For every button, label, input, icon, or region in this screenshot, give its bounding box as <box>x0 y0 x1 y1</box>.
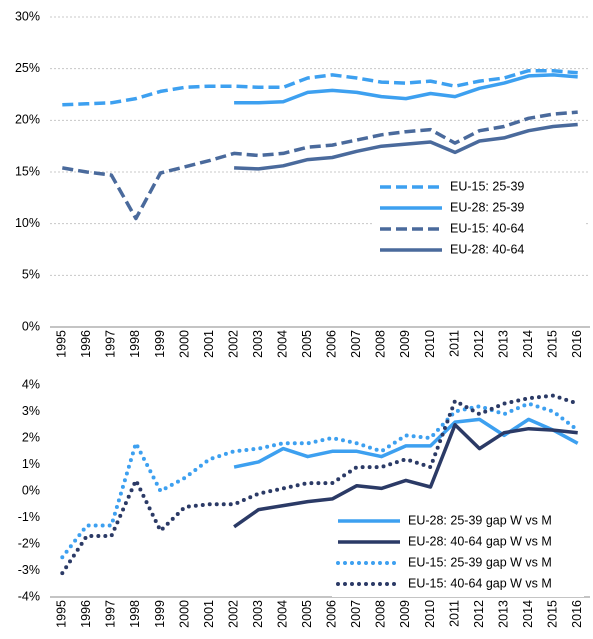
y-tick-label: 5% <box>22 268 40 282</box>
series-line <box>60 393 580 576</box>
x-tick-label: 1997 <box>104 330 118 358</box>
x-tick-label: 2008 <box>374 600 388 628</box>
x-tick-label: 2001 <box>202 600 216 628</box>
y-tick-label: 30% <box>15 9 40 23</box>
y-tick-label: 4% <box>22 377 40 391</box>
x-tick-label: 1999 <box>153 600 167 628</box>
legend-label: EU-28: 40-64 gap W vs M <box>408 534 552 548</box>
y-tick-label: -2% <box>18 536 40 550</box>
y-tick-label: 0% <box>22 483 40 497</box>
x-tick-label: 2009 <box>398 330 412 358</box>
x-tick-label: 2010 <box>423 330 437 358</box>
x-tick-label: 2002 <box>226 600 240 628</box>
x-tick-label: 1998 <box>128 600 142 628</box>
series-line <box>62 68 578 107</box>
legend-label: EU-28: 25-39 gap W vs M <box>408 513 552 527</box>
x-tick-label: 2010 <box>423 600 437 628</box>
y-tick-label: 3% <box>22 404 40 418</box>
x-tick-label: 2002 <box>226 330 240 358</box>
y-tick-label: 10% <box>15 216 40 230</box>
x-tick-label: 2016 <box>570 600 584 628</box>
x-tick-label: 2000 <box>177 600 191 628</box>
series-line <box>234 73 578 105</box>
series-line <box>233 423 578 529</box>
x-tick-label: 1995 <box>55 330 69 358</box>
x-tick-label: 2001 <box>202 330 216 358</box>
x-tick-label: 2006 <box>325 330 339 358</box>
y-tick-label: 0% <box>22 319 40 333</box>
x-tick-label: 2014 <box>521 330 535 358</box>
x-tick-label: 2011 <box>447 600 461 627</box>
y-tick-label: 15% <box>15 164 40 178</box>
x-tick-label: 1999 <box>153 330 167 358</box>
y-tick-label: -3% <box>18 563 40 577</box>
x-tick-label: 2003 <box>251 330 265 358</box>
y-tick-label: 20% <box>15 113 40 127</box>
x-tick-label: 2011 <box>447 330 461 357</box>
x-tick-label: 2013 <box>496 600 510 628</box>
x-tick-label: 1995 <box>55 600 69 628</box>
x-tick-label: 2003 <box>251 600 265 628</box>
series-line <box>62 110 578 221</box>
x-tick-label: 1996 <box>79 330 93 358</box>
legend-label: EU-15: 25-39 gap W vs M <box>408 555 552 569</box>
x-tick-label: 2008 <box>374 330 388 358</box>
y-tick-label: 25% <box>15 61 40 75</box>
x-tick-label: 1996 <box>79 600 93 628</box>
x-tick-label: 2015 <box>545 330 559 358</box>
legend-label: EU-28: 25-39 <box>450 200 524 214</box>
x-tick-label: 2005 <box>300 600 314 628</box>
x-tick-label: 2012 <box>472 330 486 358</box>
legend-label: EU-15: 40-64 <box>450 221 524 235</box>
x-tick-label: 2006 <box>325 600 339 628</box>
x-tick-label: 2000 <box>177 330 191 358</box>
series-line <box>234 122 578 171</box>
y-tick-label: -1% <box>18 510 40 524</box>
x-tick-label: 2013 <box>496 330 510 358</box>
x-tick-label: 2014 <box>521 600 535 628</box>
legend-label: EU-15: 25-39 <box>450 179 524 193</box>
x-tick-label: 2015 <box>545 600 559 628</box>
x-tick-label: 2004 <box>275 330 289 358</box>
y-tick-label: 1% <box>22 457 40 471</box>
legend-label: EU-15: 40-64 gap W vs M <box>408 576 552 590</box>
x-tick-label: 2007 <box>349 600 363 628</box>
x-tick-label: 2004 <box>275 600 289 628</box>
x-tick-label: 1997 <box>104 600 118 628</box>
series-line <box>233 417 579 469</box>
y-tick-label: 2% <box>22 430 40 444</box>
legend-label: EU-28: 40-64 <box>450 242 524 256</box>
x-tick-label: 2007 <box>349 330 363 358</box>
x-tick-label: 2012 <box>472 600 486 628</box>
y-tick-label: -4% <box>18 589 40 603</box>
x-tick-label: 2005 <box>300 330 314 358</box>
x-tick-label: 1998 <box>128 330 142 358</box>
x-tick-label: 2009 <box>398 600 412 628</box>
x-tick-label: 2016 <box>570 330 584 358</box>
